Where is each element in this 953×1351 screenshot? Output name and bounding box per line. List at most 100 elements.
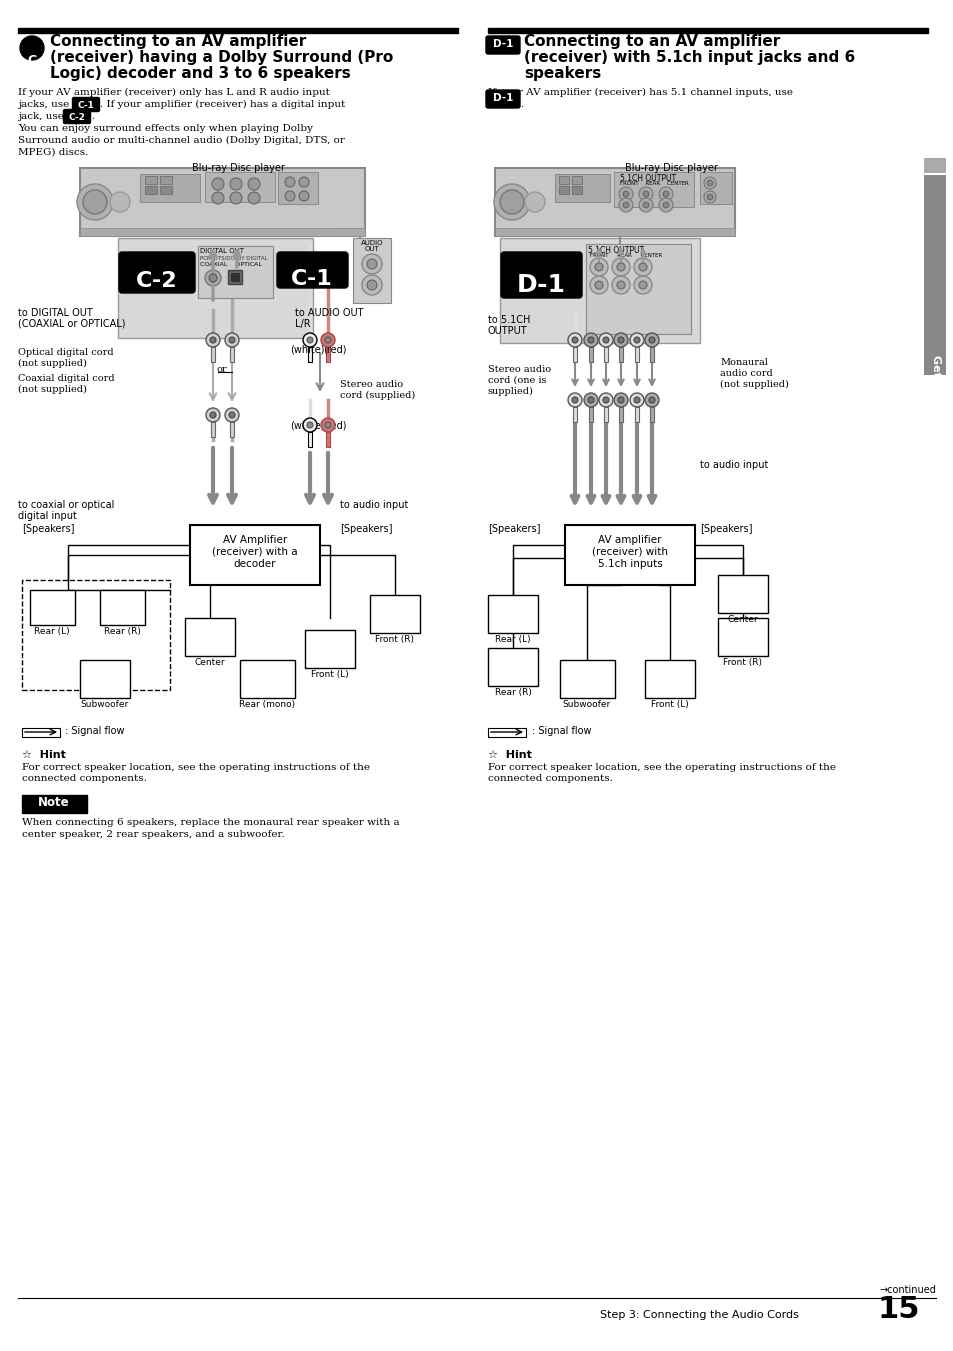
- Bar: [308, 432, 312, 447]
- Bar: [228, 270, 242, 284]
- Circle shape: [285, 190, 294, 201]
- Circle shape: [209, 274, 216, 282]
- Bar: [718, 617, 767, 657]
- Circle shape: [589, 258, 607, 276]
- Bar: [100, 590, 145, 626]
- Bar: [923, 158, 945, 173]
- Circle shape: [248, 192, 260, 204]
- Circle shape: [229, 412, 234, 417]
- Bar: [211, 347, 214, 362]
- Circle shape: [639, 263, 646, 272]
- Text: OUT: OUT: [364, 246, 379, 253]
- Bar: [18, 28, 457, 32]
- Text: AUDIO: AUDIO: [360, 240, 383, 246]
- Text: Rear (R): Rear (R): [494, 688, 531, 697]
- Bar: [30, 590, 75, 626]
- Text: Front (R): Front (R): [375, 635, 414, 644]
- Text: OUTPUT: OUTPUT: [488, 326, 527, 336]
- Text: 5.1ch inputs: 5.1ch inputs: [597, 559, 661, 569]
- Circle shape: [361, 276, 381, 295]
- Circle shape: [598, 332, 613, 347]
- Circle shape: [622, 190, 628, 197]
- Circle shape: [210, 412, 215, 417]
- Text: to audio input: to audio input: [339, 500, 408, 509]
- Circle shape: [706, 195, 712, 200]
- Circle shape: [499, 190, 523, 213]
- Circle shape: [662, 203, 668, 208]
- Bar: [564, 526, 695, 585]
- Text: 15: 15: [877, 1296, 919, 1324]
- Circle shape: [639, 281, 646, 289]
- Text: cord (one is: cord (one is: [488, 376, 546, 385]
- Circle shape: [572, 397, 578, 403]
- Bar: [211, 422, 214, 436]
- Circle shape: [703, 177, 716, 189]
- Bar: [572, 186, 581, 195]
- Circle shape: [612, 258, 629, 276]
- Bar: [573, 407, 577, 422]
- Bar: [495, 228, 734, 236]
- Text: to DIGITAL OUT: to DIGITAL OUT: [18, 308, 92, 317]
- Text: 5.1CH OUTPUT: 5.1CH OUTPUT: [619, 174, 676, 182]
- Text: digital input: digital input: [18, 511, 77, 521]
- Circle shape: [602, 336, 608, 343]
- Bar: [572, 176, 581, 184]
- Circle shape: [648, 397, 655, 403]
- Text: AV Amplifier: AV Amplifier: [223, 535, 287, 544]
- Circle shape: [595, 281, 602, 289]
- FancyBboxPatch shape: [276, 253, 348, 288]
- Text: [Speakers]: [Speakers]: [22, 524, 74, 534]
- Circle shape: [612, 276, 629, 295]
- Bar: [145, 176, 157, 184]
- Bar: [618, 347, 622, 362]
- Bar: [573, 347, 577, 362]
- Text: Subwoofer: Subwoofer: [562, 700, 611, 709]
- Circle shape: [583, 332, 598, 347]
- Bar: [488, 594, 537, 634]
- Text: Rear (L): Rear (L): [495, 635, 530, 644]
- Circle shape: [648, 336, 655, 343]
- Text: Front (L): Front (L): [311, 670, 349, 680]
- Bar: [160, 176, 172, 184]
- Text: speakers: speakers: [523, 66, 600, 81]
- Text: →continued: →continued: [879, 1285, 935, 1296]
- Bar: [635, 347, 639, 362]
- Circle shape: [210, 336, 215, 343]
- Text: audio cord: audio cord: [720, 369, 772, 378]
- Circle shape: [617, 263, 624, 272]
- Text: C-2: C-2: [136, 272, 177, 290]
- Circle shape: [634, 276, 651, 295]
- Circle shape: [230, 178, 242, 190]
- Bar: [80, 168, 365, 236]
- Circle shape: [285, 177, 294, 186]
- Bar: [700, 172, 731, 204]
- Text: Getting Started: Getting Started: [930, 355, 940, 453]
- Text: (not supplied): (not supplied): [18, 385, 87, 394]
- Bar: [488, 728, 525, 738]
- Text: PCM/DTS/DOLBY DIGITAL: PCM/DTS/DOLBY DIGITAL: [200, 255, 268, 259]
- Text: (white): (white): [290, 420, 324, 430]
- Circle shape: [644, 332, 659, 347]
- Text: cord (supplied): cord (supplied): [339, 390, 415, 400]
- Bar: [649, 347, 654, 362]
- Text: to 5.1CH: to 5.1CH: [488, 315, 530, 326]
- Text: FRONT     REAR     CENTER: FRONT REAR CENTER: [589, 253, 661, 258]
- Bar: [118, 238, 313, 338]
- Text: When connecting 6 speakers, replace the monaural rear speaker with a: When connecting 6 speakers, replace the …: [22, 817, 399, 827]
- Circle shape: [703, 190, 716, 203]
- Circle shape: [595, 263, 602, 272]
- Circle shape: [206, 332, 220, 347]
- Bar: [488, 648, 537, 686]
- Text: Surround audio or multi-channel audio (Dolby Digital, DTS, or: Surround audio or multi-channel audio (D…: [18, 136, 345, 145]
- Bar: [559, 661, 615, 698]
- Bar: [140, 174, 200, 203]
- FancyBboxPatch shape: [64, 109, 91, 123]
- Text: [Speakers]: [Speakers]: [339, 524, 392, 534]
- FancyBboxPatch shape: [500, 253, 581, 299]
- Text: Front (R): Front (R): [722, 658, 761, 667]
- Text: (not supplied): (not supplied): [18, 359, 87, 367]
- Text: Connecting to an AV amplifier: Connecting to an AV amplifier: [523, 34, 780, 49]
- Circle shape: [303, 332, 316, 347]
- Text: Front (L): Front (L): [651, 700, 688, 709]
- Circle shape: [325, 422, 331, 428]
